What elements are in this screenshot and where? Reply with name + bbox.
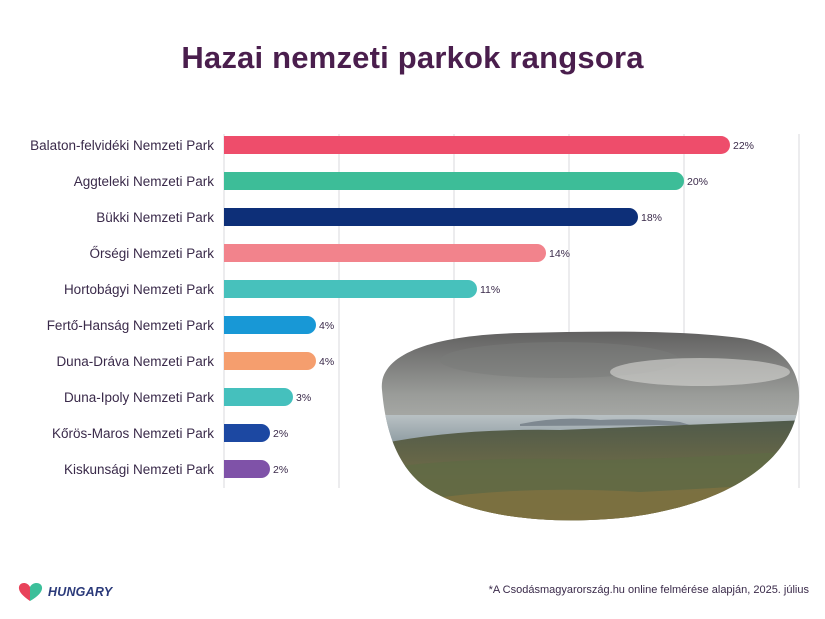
category-label: Balaton-felvidéki Nemzeti Park [30,138,214,153]
category-label: Duna-Dráva Nemzeti Park [56,354,214,369]
category-labels: Balaton-felvidéki Nemzeti Park Aggteleki … [30,138,214,477]
bar [224,244,546,262]
grid-lines [223,134,800,488]
category-label: Aggteleki Nemzeti Park [74,174,215,189]
category-label: Kőrös-Maros Nemzeti Park [52,426,214,441]
value-labels: 22% 20% 18% 14% 11% 4% 4% 3% 2% 2% [273,140,754,476]
value-label: 14% [549,248,570,260]
category-label: Hortobágyi Nemzeti Park [64,282,214,297]
bar [224,460,270,478]
heart-logo-icon [18,583,43,601]
chart-title: Hazai nemzeti parkok rangsora [181,40,644,75]
value-label: 18% [641,212,662,224]
category-label: Kiskunsági Nemzeti Park [64,462,214,477]
bar [224,172,684,190]
value-label: 3% [296,392,311,404]
bars [224,136,730,478]
value-label: 4% [319,356,334,368]
logo-text: HUNGARY [48,585,113,599]
value-label: 2% [273,428,288,440]
footnote: *A Csodásmagyarország.hu online felmérés… [488,584,809,596]
value-label: 20% [687,176,708,188]
value-label: 4% [319,320,334,332]
bar [224,388,293,406]
bar [224,424,270,442]
bar [224,316,316,334]
bar [224,352,316,370]
value-label: 2% [273,464,288,476]
value-label: 11% [480,284,500,296]
bar [224,136,730,154]
bar [224,280,477,298]
value-label: 22% [733,140,754,152]
category-label: Bükki Nemzeti Park [96,210,214,225]
hungary-logo: HUNGARY [18,580,112,604]
category-label: Fertő-Hanság Nemzeti Park [47,318,215,333]
category-label: Duna-Ipoly Nemzeti Park [64,390,214,405]
category-label: Őrségi Nemzeti Park [89,246,214,261]
bar [224,208,638,226]
